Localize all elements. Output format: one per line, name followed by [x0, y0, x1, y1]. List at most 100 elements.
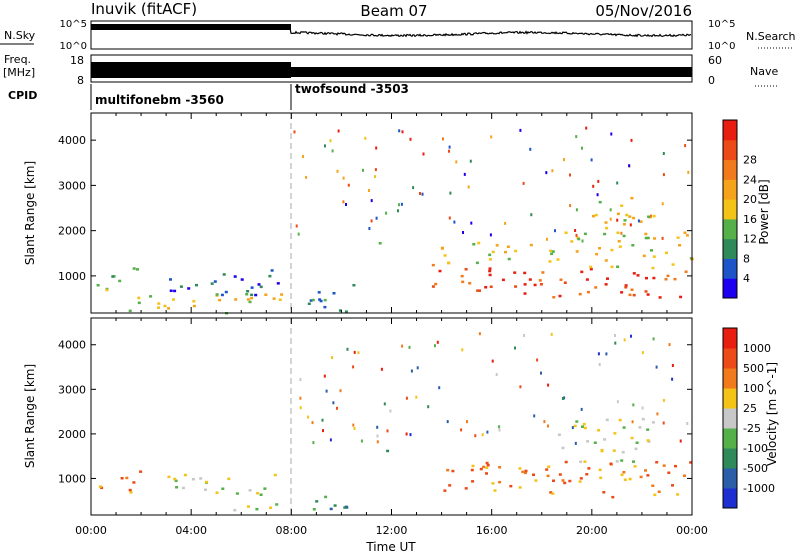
scatter-cell [581, 425, 584, 428]
scatter-cell [501, 278, 505, 282]
scatter-cell [550, 252, 554, 256]
scatter-cell [434, 282, 438, 286]
power-cbar-tick: 28 [743, 154, 757, 167]
scatter-cell [192, 300, 196, 303]
scatter-cell [545, 468, 549, 471]
scatter-cell [319, 299, 323, 303]
x-tick-label: 04:00 [175, 524, 207, 537]
power-cbar-tick: 16 [743, 213, 757, 226]
scatter-cell [415, 395, 418, 399]
scatter-cell [592, 214, 595, 218]
scatter-cell [618, 245, 622, 248]
scatter-cell [191, 478, 195, 481]
scatter-cell [312, 441, 315, 445]
scatter-cell [118, 279, 122, 283]
scatter-cell [245, 293, 249, 296]
scatter-cell [552, 479, 555, 482]
scatter-cell [312, 508, 316, 511]
scatter-cell [611, 495, 615, 499]
scatter-cell [307, 415, 310, 419]
scatter-cell [264, 293, 268, 296]
scatter-cell [376, 425, 379, 429]
scatter-cell [583, 232, 587, 236]
velocity-frame [90, 317, 693, 516]
scatter-cell [332, 401, 335, 405]
scatter-cell [410, 369, 413, 373]
y-tick-label: 2000 [58, 225, 86, 238]
scatter-cell [412, 186, 415, 190]
scatter-cell [453, 220, 456, 224]
velocity-cbar-tick: -100 [743, 442, 768, 455]
scatter-cell [506, 245, 510, 248]
scatter-cell [311, 421, 314, 425]
scatter-cell [357, 351, 360, 355]
scatter-cell [479, 467, 483, 471]
scatter-cell [233, 275, 237, 278]
scatter-cell [489, 285, 493, 288]
scatter-cell [246, 290, 250, 293]
scatter-cell [360, 439, 363, 443]
scatter-cell [597, 429, 601, 432]
scatter-cell [495, 244, 499, 247]
y-tick-label: 4000 [58, 339, 86, 352]
scatter-cell [546, 237, 548, 241]
scatter-cell [548, 260, 552, 263]
scatter-cell [227, 477, 231, 481]
scatter-cell [579, 477, 583, 480]
scatter-cell [533, 414, 536, 418]
scatter-cell [305, 175, 308, 179]
nsky-trace [90, 23, 692, 38]
scatter-cell [247, 505, 250, 508]
scatter-cell [594, 286, 598, 289]
scatter-cell [278, 298, 282, 301]
cpid-segment-2: twofsound -3503 [295, 82, 409, 96]
scatter-cell [447, 261, 451, 265]
scatter-cell [398, 203, 400, 207]
power-cbar-tick: 12 [743, 233, 757, 246]
scatter-cell [536, 358, 539, 362]
scatter-cell [646, 428, 650, 431]
scatter-cell [596, 193, 599, 197]
scatter-cell [488, 258, 492, 261]
scatter-cell [431, 263, 435, 267]
scatter-cell [662, 173, 665, 177]
scatter-cell [475, 261, 479, 265]
scatter-cell [631, 420, 634, 424]
scatter-cell [620, 473, 624, 477]
scatter-cell [218, 298, 222, 302]
scatter-cell [546, 474, 550, 478]
scatter-cell [451, 469, 455, 473]
velocity-panel: 1000 2000 3000 4000 00:00 04:00 08:00 12:00 16:… [23, 317, 779, 554]
scatter-cell [630, 196, 634, 200]
scatter-cell [684, 144, 687, 148]
scatter-cell [297, 232, 300, 236]
scatter-cell [504, 250, 507, 254]
scatter-cell [272, 297, 276, 300]
scatter-cell [636, 274, 640, 277]
scatter-cell [606, 277, 609, 280]
nsky-panel: N.Sky 10^5 10^0 10^5 10^0 N.Search [0, 19, 796, 52]
scatter-cell [464, 487, 468, 490]
colorbar-swatch [723, 179, 737, 200]
scatter-cell [614, 334, 616, 337]
scatter-cell [551, 492, 555, 495]
scatter-cell [651, 484, 655, 487]
scatter-cell [224, 290, 228, 294]
power-panel: 1000 2000 3000 4000 Slant Range [km] 4 8 12 16… [23, 112, 771, 315]
colorbar-swatch [723, 159, 737, 180]
scatter-cell [551, 250, 555, 253]
scatter-cell [469, 159, 472, 163]
scatter-cell [375, 146, 378, 150]
scatter-cell [679, 439, 682, 443]
scatter-cell [554, 229, 556, 233]
scatter-cell [259, 285, 263, 289]
scatter-cell [646, 236, 650, 240]
scatter-cell [547, 383, 550, 387]
y-tick-label: 3000 [58, 179, 86, 192]
scatter-cell [524, 471, 527, 475]
scatter-cell [248, 489, 252, 492]
nsky-frame [90, 20, 693, 50]
scatter-cell [664, 278, 668, 281]
scatter-cell [568, 479, 572, 483]
scatter-cell [630, 334, 632, 338]
